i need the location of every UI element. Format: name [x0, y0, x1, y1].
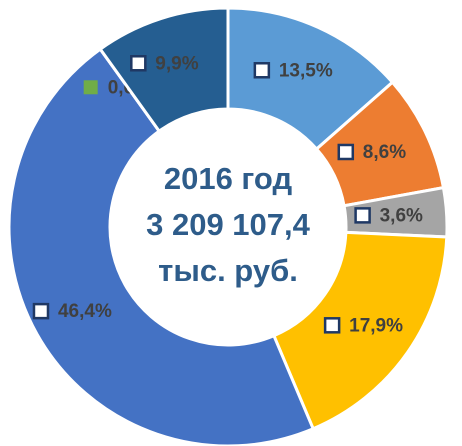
donut-segment — [98, 6, 230, 134]
label-marker — [83, 80, 98, 95]
data-label: 8,6% — [363, 142, 406, 163]
data-label: 17,9% — [349, 315, 403, 336]
donut-segment — [271, 230, 449, 431]
data-label: 3,6% — [380, 205, 423, 226]
data-label: 9,9% — [155, 53, 198, 74]
center-text: 3 209 107,4 — [146, 207, 311, 242]
donut-segment — [7, 47, 316, 446]
label-marker — [130, 55, 147, 72]
label-marker — [323, 317, 341, 334]
data-label: 13,5% — [279, 60, 333, 81]
label-marker — [354, 207, 371, 224]
center-text: тыс. руб. — [158, 253, 298, 288]
label-marker — [337, 143, 355, 161]
center-text: 2016 год — [164, 161, 293, 196]
data-label: 46,4% — [58, 301, 112, 322]
label-marker — [253, 62, 271, 79]
label-marker — [32, 302, 50, 320]
